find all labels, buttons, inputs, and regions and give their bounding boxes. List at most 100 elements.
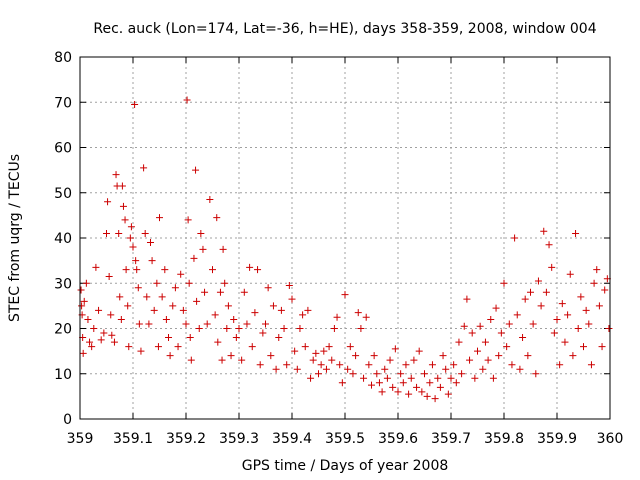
data-point — [154, 343, 162, 351]
data-point — [158, 293, 166, 301]
data-point — [527, 288, 534, 296]
data-point — [145, 320, 153, 328]
data-point — [84, 315, 92, 323]
data-point — [235, 325, 243, 332]
data-point — [572, 229, 580, 237]
data-point — [118, 182, 126, 190]
data-point — [529, 320, 537, 328]
data-point — [458, 370, 466, 378]
data-point — [487, 315, 495, 323]
data-point — [466, 356, 474, 364]
data-point — [224, 302, 232, 310]
data-point — [397, 370, 405, 378]
data-point — [187, 356, 195, 364]
data-point — [264, 284, 272, 292]
x-tick-label: 359 — [67, 431, 94, 447]
data-point — [497, 329, 505, 337]
y-tick-label: 0 — [63, 412, 72, 428]
data-point — [256, 361, 264, 369]
data-point — [428, 361, 436, 369]
data-points — [77, 96, 613, 403]
data-point — [452, 379, 460, 387]
data-point — [227, 352, 235, 360]
data-point — [275, 334, 283, 342]
data-point — [293, 365, 301, 373]
x-tick-label: 360 — [597, 431, 624, 447]
data-point — [301, 343, 309, 351]
data-point — [201, 288, 209, 296]
data-point — [197, 229, 205, 237]
data-point — [474, 347, 481, 355]
data-point — [577, 293, 585, 301]
data-point — [357, 325, 365, 332]
data-point — [503, 343, 511, 351]
data-point — [143, 293, 151, 301]
data-point — [590, 279, 598, 287]
data-point — [254, 266, 262, 274]
data-point — [333, 313, 341, 321]
data-point — [389, 383, 397, 391]
data-point — [165, 334, 173, 342]
x-tick-label: 359.3 — [219, 431, 259, 447]
y-tick-label: 40 — [54, 231, 72, 247]
data-point — [439, 352, 447, 360]
data-point — [95, 306, 103, 314]
data-point — [122, 266, 130, 274]
data-point — [156, 214, 163, 222]
x-tick-label: 359.8 — [484, 431, 524, 447]
data-point — [121, 216, 129, 224]
data-point — [291, 347, 299, 355]
data-point — [78, 302, 86, 310]
data-point — [262, 320, 269, 328]
data-point — [251, 309, 259, 317]
data-point — [426, 379, 434, 387]
data-point — [184, 216, 192, 224]
data-point — [550, 329, 558, 337]
data-point — [524, 352, 532, 360]
data-point — [489, 374, 497, 382]
data-point — [219, 245, 227, 253]
x-tick-label: 359.7 — [431, 431, 471, 447]
data-point — [336, 361, 344, 369]
data-point — [322, 365, 330, 373]
data-point — [183, 96, 191, 104]
data-point — [447, 374, 455, 382]
data-point — [460, 322, 468, 330]
data-point — [80, 297, 88, 305]
data-point — [312, 349, 320, 357]
data-point — [556, 361, 564, 369]
data-point — [240, 288, 248, 296]
data-point — [442, 365, 450, 373]
data-point — [214, 338, 222, 346]
grid-lines — [80, 57, 610, 419]
data-point — [190, 254, 198, 262]
data-point — [540, 227, 548, 235]
data-point — [444, 390, 452, 398]
data-point — [192, 166, 200, 174]
data-point — [169, 302, 177, 310]
data-point — [569, 352, 577, 360]
data-point — [598, 343, 606, 351]
data-point — [423, 392, 431, 400]
y-tick-label: 80 — [54, 50, 72, 66]
y-tick-label: 10 — [54, 367, 72, 383]
data-point — [238, 356, 246, 364]
data-point — [90, 325, 98, 332]
data-point — [141, 229, 149, 237]
x-axis-label: GPS time / Days of year 2008 — [242, 458, 449, 474]
data-point — [223, 325, 231, 332]
data-point — [299, 311, 307, 319]
data-point — [413, 383, 421, 391]
data-point — [146, 239, 154, 247]
data-point — [479, 365, 487, 373]
data-point — [436, 383, 444, 391]
data-point — [402, 361, 410, 369]
data-point — [285, 282, 293, 290]
x-tick-label: 359.4 — [272, 431, 312, 447]
data-point — [521, 295, 529, 303]
data-point — [115, 229, 123, 237]
data-point — [566, 270, 574, 278]
y-tick-label: 50 — [54, 186, 72, 202]
y-tick-label: 30 — [54, 276, 72, 292]
